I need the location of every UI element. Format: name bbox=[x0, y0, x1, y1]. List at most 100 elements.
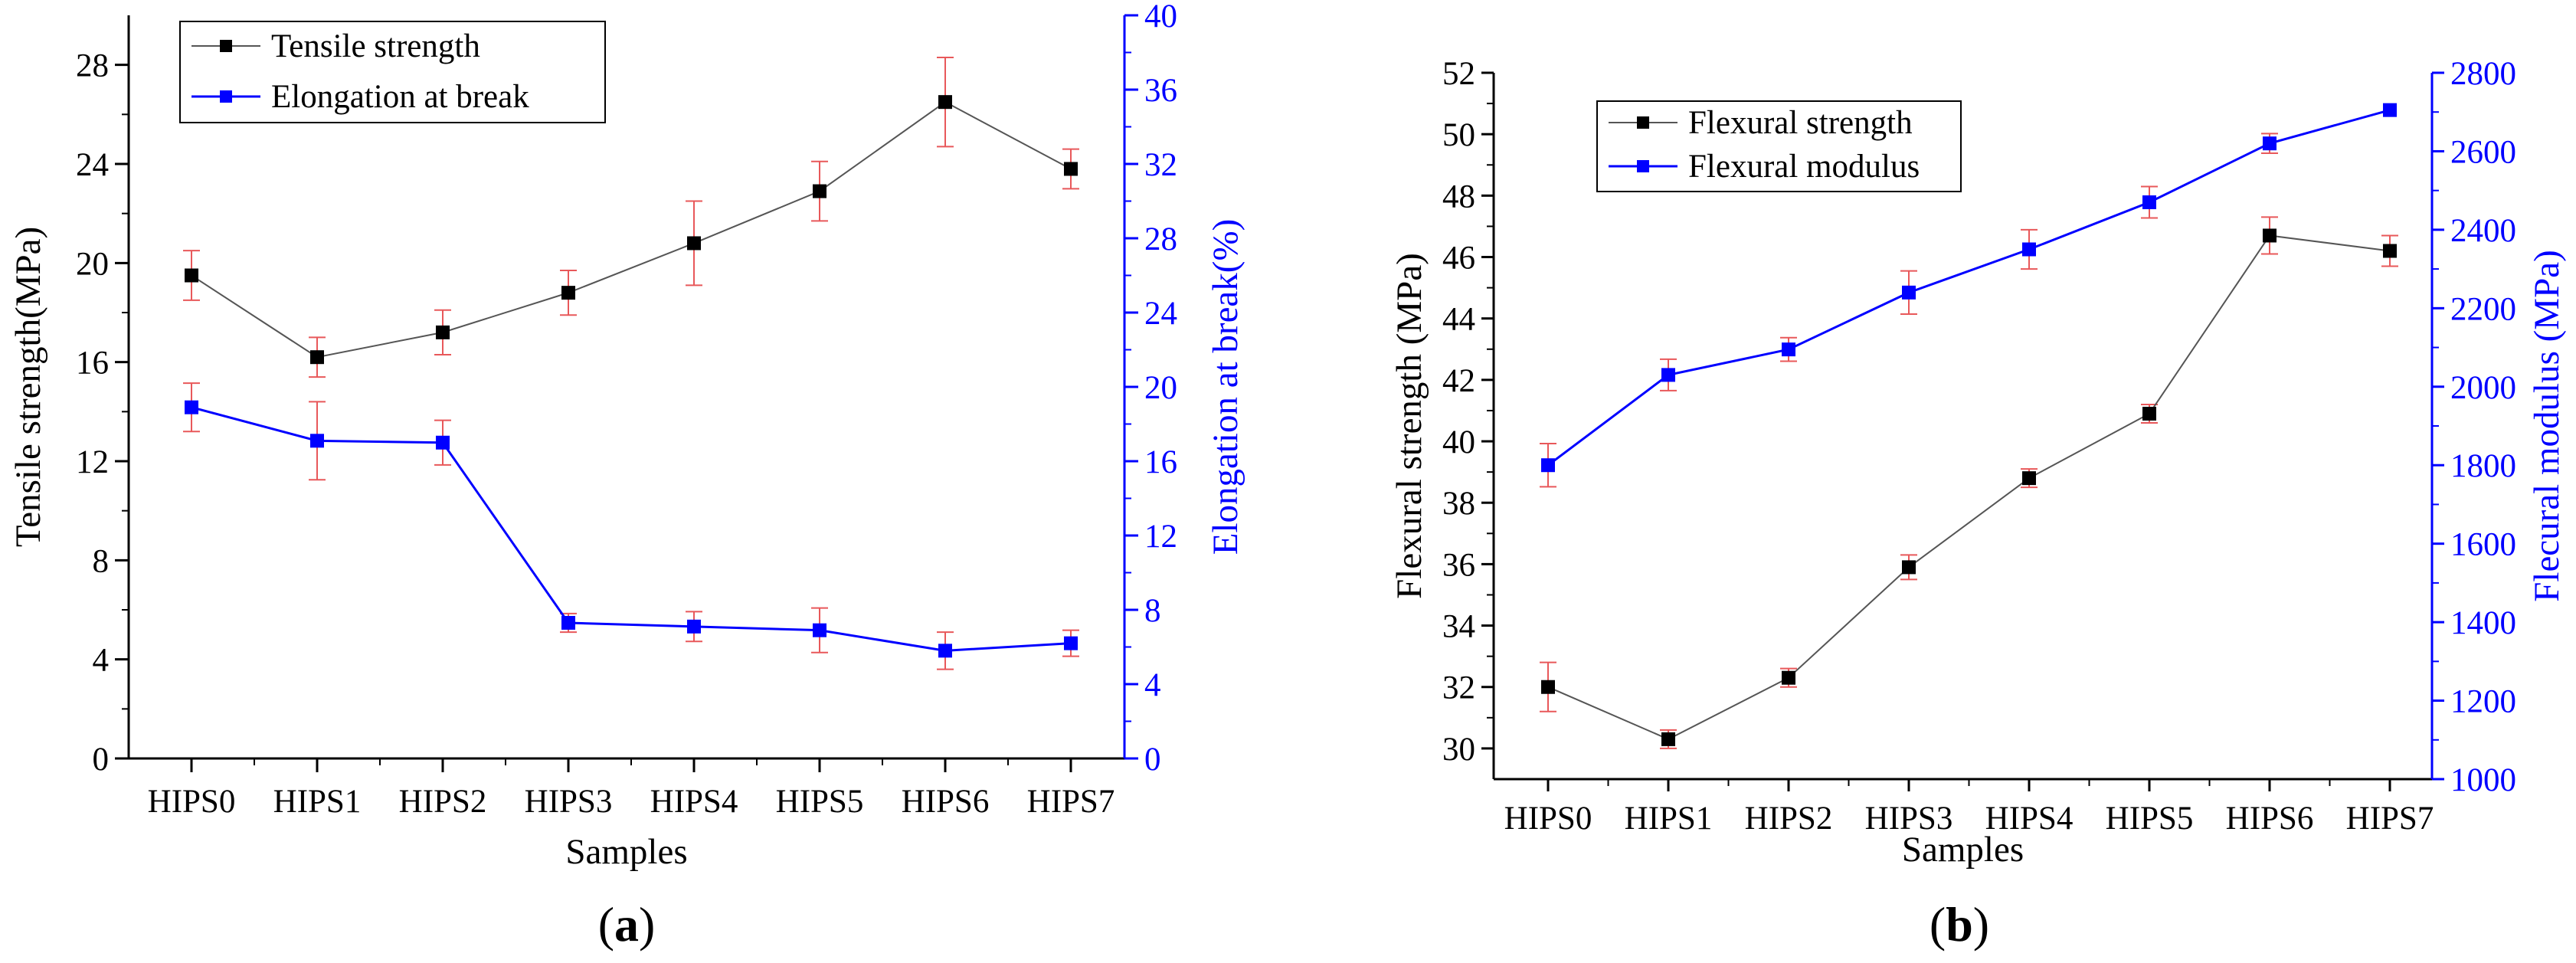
legend-swatch-marker bbox=[1637, 116, 1649, 129]
right-y-tick-label: 12 bbox=[1144, 519, 1177, 555]
data-point bbox=[2142, 195, 2156, 210]
left-y-tick-label: 38 bbox=[1442, 486, 1475, 522]
left-y-tick-label: 0 bbox=[93, 742, 110, 778]
x-tick-label: HIPS7 bbox=[2346, 801, 2434, 837]
data-point bbox=[813, 184, 826, 198]
left-y-tick-label: 42 bbox=[1442, 363, 1475, 399]
series-line bbox=[1547, 109, 2391, 467]
x-tick-label: HIPS2 bbox=[1745, 801, 1833, 837]
left-y-tick-label: 34 bbox=[1442, 609, 1475, 645]
panel-caption: (a) bbox=[598, 897, 656, 952]
left-y-tick-label: 28 bbox=[76, 48, 109, 84]
right-y-tick-label: 32 bbox=[1144, 147, 1177, 183]
legend-box bbox=[179, 21, 606, 123]
x-tick-label: HIPS7 bbox=[1027, 784, 1115, 820]
right-y-tick-label: 1400 bbox=[2450, 605, 2516, 641]
data-point bbox=[310, 350, 324, 365]
x-tick-label: HIPS5 bbox=[2106, 801, 2194, 837]
x-tick-label: HIPS4 bbox=[1985, 801, 2074, 837]
data-point bbox=[2263, 228, 2277, 243]
right-y-tick-label: 2800 bbox=[2450, 56, 2516, 92]
right-y-tick-label: 16 bbox=[1144, 444, 1177, 480]
left-y-tick-label: 30 bbox=[1442, 732, 1475, 768]
right-y-tick-label: 0 bbox=[1144, 742, 1161, 778]
data-point bbox=[1064, 162, 1078, 176]
x-tick-label: HIPS4 bbox=[650, 784, 738, 820]
legend-label: Flexural modulus bbox=[1688, 149, 1920, 185]
x-tick-label: HIPS0 bbox=[1504, 801, 1592, 837]
left-y-tick-label: 24 bbox=[76, 147, 109, 183]
left-y-axis-title: Flexural strength (MPa) bbox=[1389, 253, 1429, 599]
data-point bbox=[938, 95, 952, 110]
caption-open-paren: ( bbox=[1930, 897, 1946, 952]
panel-caption: (b) bbox=[1930, 897, 1989, 952]
data-point bbox=[436, 435, 450, 450]
data-point bbox=[1064, 636, 1078, 650]
x-axis-title: Samples bbox=[1902, 830, 2024, 870]
series-line bbox=[191, 406, 1072, 652]
data-point bbox=[185, 268, 198, 283]
legend-label: Elongation at break bbox=[271, 79, 529, 115]
x-tick-label: HIPS3 bbox=[525, 784, 613, 820]
data-point bbox=[1902, 285, 1916, 300]
left-y-tick-label: 46 bbox=[1442, 241, 1475, 277]
data-point bbox=[2383, 244, 2397, 258]
left-y-tick-label: 16 bbox=[76, 346, 109, 382]
data-point bbox=[813, 623, 826, 637]
left-y-tick-label: 8 bbox=[93, 543, 110, 579]
caption-open-paren: ( bbox=[598, 897, 614, 952]
x-tick-label: HIPS6 bbox=[2226, 801, 2314, 837]
data-point bbox=[1902, 560, 1916, 575]
right-y-tick-label: 2000 bbox=[2450, 370, 2516, 406]
legend-box bbox=[1596, 100, 1962, 192]
right-y-tick-label: 2200 bbox=[2450, 291, 2516, 327]
x-tick-label: HIPS5 bbox=[776, 784, 864, 820]
legend-label: Tensile strength bbox=[271, 28, 480, 64]
x-tick-label: HIPS1 bbox=[1625, 801, 1713, 837]
right-y-axis-title: Flecural modulus (MPa) bbox=[2527, 250, 2567, 602]
legend-swatch-marker bbox=[220, 40, 232, 52]
caption-close-paren: ) bbox=[639, 897, 655, 952]
right-y-tick-label: 1200 bbox=[2450, 684, 2516, 720]
x-tick-label: HIPS1 bbox=[273, 784, 362, 820]
chart-panel-a: 0 4 8 12 16 20 24 28 0 4 8 12 16 20 24 28 32 36 40 HIPS0 HIP… bbox=[8, 0, 1245, 952]
data-point bbox=[2142, 406, 2156, 421]
data-point bbox=[1782, 342, 1795, 357]
left-y-tick-label: 40 bbox=[1442, 424, 1475, 460]
left-y-tick-label: 20 bbox=[76, 246, 109, 282]
data-point bbox=[1661, 368, 1675, 382]
caption-letter: a bbox=[614, 897, 639, 952]
data-point bbox=[436, 325, 450, 339]
legend-label: Flexural strength bbox=[1688, 105, 1913, 141]
data-point bbox=[1661, 732, 1675, 746]
x-tick-label: HIPS3 bbox=[1865, 801, 1953, 837]
right-y-axis-title: Elongation at break(%) bbox=[1206, 219, 1245, 555]
data-point bbox=[2022, 242, 2036, 257]
data-point bbox=[2022, 471, 2036, 486]
left-y-tick-label: 44 bbox=[1442, 302, 1475, 338]
series-line bbox=[1547, 234, 2391, 740]
data-point bbox=[1782, 670, 1795, 685]
x-tick-label: HIPS6 bbox=[902, 784, 990, 820]
right-y-tick-label: 2400 bbox=[2450, 213, 2516, 249]
right-y-tick-label: 36 bbox=[1144, 73, 1177, 109]
data-point bbox=[1541, 458, 1555, 473]
data-point bbox=[2263, 136, 2277, 151]
left-y-tick-label: 4 bbox=[93, 643, 110, 679]
series-line bbox=[191, 100, 1072, 359]
data-point bbox=[938, 644, 952, 658]
right-y-tick-label: 20 bbox=[1144, 370, 1177, 406]
left-y-tick-label: 36 bbox=[1442, 547, 1475, 583]
right-y-tick-label: 28 bbox=[1144, 221, 1177, 257]
caption-close-paren: ) bbox=[1973, 897, 1989, 952]
left-y-tick-label: 48 bbox=[1442, 179, 1475, 215]
right-y-tick-label: 4 bbox=[1144, 667, 1161, 703]
series-flexural-modulus bbox=[1540, 103, 2397, 488]
legend-swatch-marker bbox=[1637, 160, 1649, 172]
right-y-tick-label: 1600 bbox=[2450, 527, 2516, 563]
right-y-tick-label: 8 bbox=[1144, 593, 1161, 629]
x-tick-label: HIPS2 bbox=[399, 784, 487, 820]
data-point bbox=[1541, 680, 1555, 694]
x-tick-label: HIPS0 bbox=[148, 784, 236, 820]
